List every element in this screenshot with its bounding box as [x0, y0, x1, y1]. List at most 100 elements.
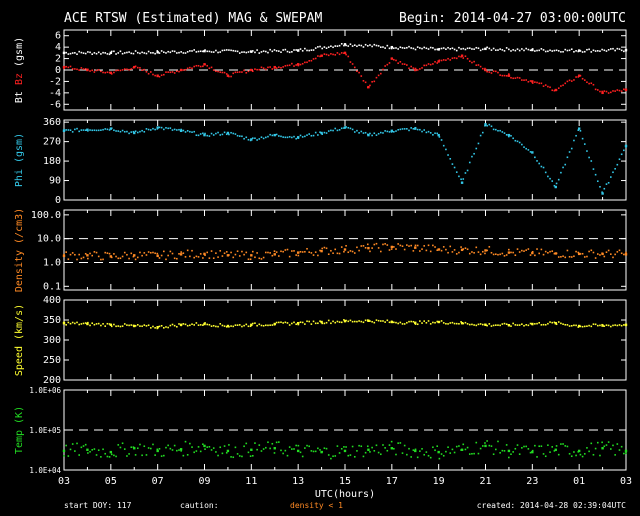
y-tick-label: 90 [49, 176, 61, 187]
data-point [206, 323, 209, 326]
data-point [223, 71, 226, 74]
data-point [551, 89, 554, 92]
data-point [336, 320, 339, 323]
data-point [477, 47, 480, 50]
y-tick-label: 180 [43, 156, 61, 167]
data-point [182, 323, 185, 325]
data-point [327, 253, 330, 256]
data-point [514, 324, 517, 326]
data-point [499, 324, 501, 327]
data-point [393, 246, 395, 248]
data-point [221, 133, 224, 136]
data-point [297, 323, 300, 326]
data-point [614, 90, 616, 92]
data-point [583, 143, 586, 145]
data-point [620, 252, 623, 255]
data-point [197, 446, 200, 448]
data-point [340, 127, 343, 130]
data-point [462, 178, 465, 180]
data-point [323, 46, 326, 48]
data-point [390, 245, 394, 249]
data-point [123, 323, 126, 325]
data-point [347, 251, 350, 254]
data-point [438, 136, 441, 138]
data-point [234, 50, 237, 52]
data-point [575, 324, 577, 327]
data-point [295, 49, 297, 51]
data-point [89, 70, 91, 72]
data-point [249, 325, 252, 328]
data-point [573, 139, 575, 142]
data-point [592, 83, 595, 86]
data-point [106, 455, 109, 458]
data-point [304, 135, 306, 138]
data-point [468, 323, 471, 326]
data-point [592, 323, 595, 325]
data-point [141, 454, 143, 457]
data-point [358, 320, 360, 322]
data-point [484, 323, 487, 326]
data-point [568, 79, 571, 82]
data-point [351, 445, 354, 448]
data-point [71, 131, 74, 133]
data-point [158, 325, 161, 328]
data-point [547, 50, 549, 53]
data-point [540, 248, 543, 251]
data-point [481, 250, 484, 253]
data-point [369, 250, 371, 253]
data-point [616, 251, 619, 253]
data-point [82, 129, 85, 131]
data-point [384, 130, 386, 132]
data-point [449, 158, 452, 160]
data-point [269, 447, 271, 450]
data-point [486, 46, 488, 49]
data-point [286, 136, 289, 139]
data-point [406, 64, 408, 66]
data-point [507, 324, 511, 327]
data-point [117, 257, 120, 260]
data-point [74, 128, 76, 131]
data-point [95, 454, 98, 456]
data-point [247, 451, 250, 454]
data-point [104, 251, 107, 254]
data-point [69, 322, 72, 325]
data-point [510, 453, 512, 456]
data-point [514, 139, 517, 142]
data-point [310, 49, 313, 51]
data-point [160, 254, 163, 257]
data-point [288, 64, 291, 67]
data-point [534, 323, 536, 325]
data-point [226, 324, 230, 328]
data-point [156, 252, 159, 255]
data-point [343, 248, 347, 251]
data-point [460, 178, 462, 181]
y-tick-label: 270 [43, 137, 61, 148]
data-point [286, 322, 289, 324]
data-point [486, 124, 488, 127]
data-point [91, 254, 94, 257]
data-point [86, 448, 89, 451]
data-point [534, 50, 536, 52]
data-point [250, 323, 253, 326]
data-point [555, 49, 558, 52]
data-point [466, 446, 469, 449]
data-point [225, 49, 228, 51]
data-point [191, 67, 193, 70]
data-point [232, 456, 235, 459]
data-point [340, 42, 343, 45]
data-point [453, 48, 456, 51]
data-point [169, 127, 172, 129]
data-point [217, 454, 219, 457]
data-point [93, 323, 96, 326]
data-point [314, 47, 317, 49]
data-point [308, 251, 310, 253]
data-point [547, 444, 549, 446]
data-point [484, 123, 487, 126]
data-point [523, 445, 525, 448]
data-point [251, 454, 254, 457]
data-point [249, 455, 252, 457]
data-point [516, 48, 519, 50]
data-point [414, 244, 417, 247]
data-point [445, 59, 447, 61]
data-point [393, 447, 395, 450]
